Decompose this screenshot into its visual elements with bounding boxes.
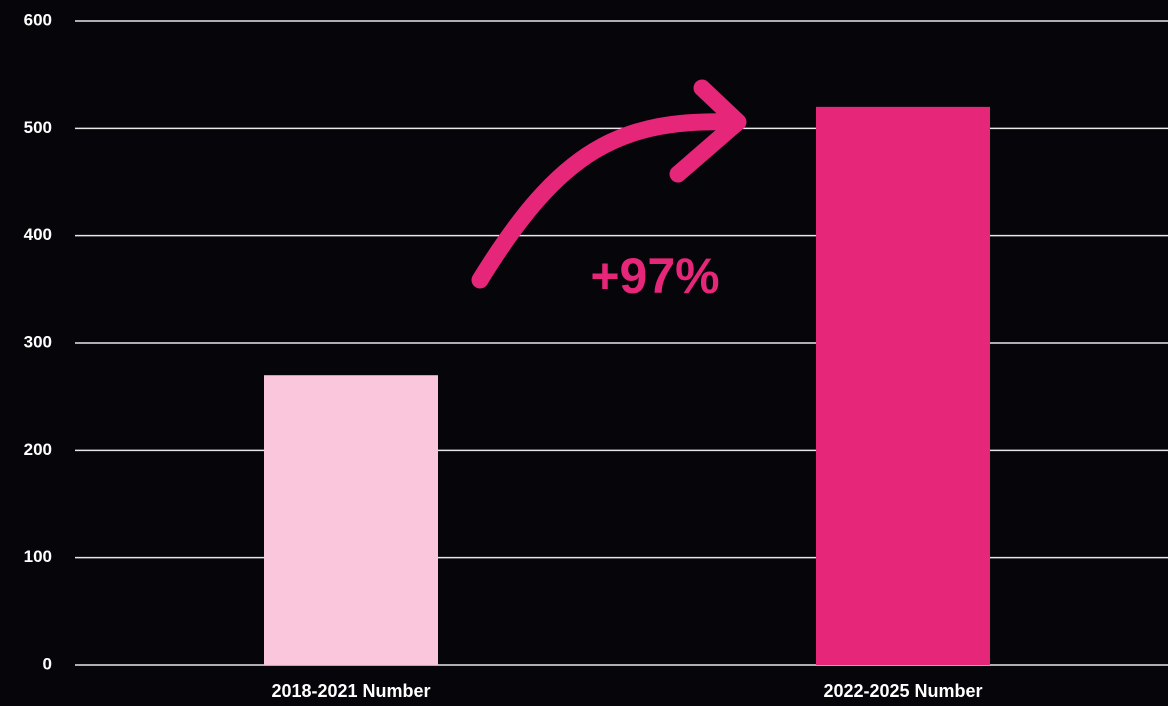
y-tick-label: 600 <box>24 10 52 29</box>
x-tick-label: 2022-2025 Number <box>823 681 982 701</box>
y-tick-label: 400 <box>24 225 52 244</box>
x-tick-label: 2018-2021 Number <box>271 681 430 701</box>
y-tick-label: 100 <box>24 547 52 566</box>
bars <box>264 106 990 665</box>
y-tick-label: 500 <box>24 118 52 137</box>
bar <box>264 375 438 665</box>
y-tick-label: 200 <box>24 440 52 459</box>
arrow-curve <box>471 113 744 289</box>
y-tick-label: 0 <box>43 654 52 673</box>
arrow-head <box>669 79 747 183</box>
annotation: +97% <box>590 248 719 304</box>
bar <box>816 106 990 665</box>
y-tick-label: 300 <box>24 332 52 351</box>
growth-arrow <box>471 79 747 289</box>
